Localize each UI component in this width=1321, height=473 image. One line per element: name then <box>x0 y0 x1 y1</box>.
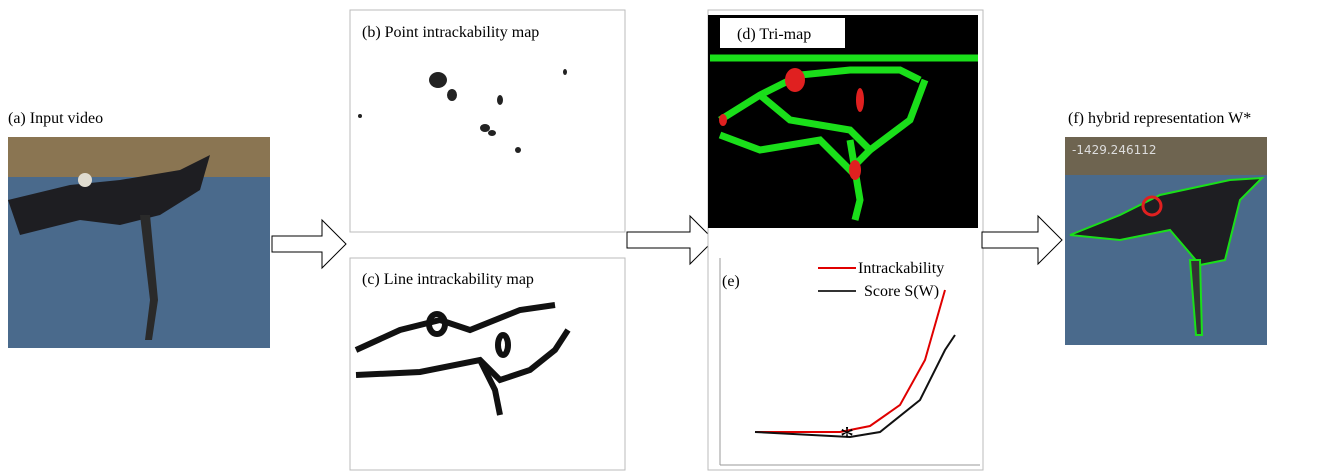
optimum-marker: * <box>840 422 854 453</box>
score-plot: * <box>719 258 980 466</box>
trimap-core <box>719 68 864 180</box>
label-box <box>720 18 845 48</box>
trimap-image <box>708 15 978 228</box>
overlay-text: -1429.246112 <box>1072 143 1157 157</box>
panel-label: (c) Line intrackability map <box>362 271 534 288</box>
arrow <box>981 214 1063 266</box>
legend-entry: Score S(W) <box>864 283 939 300</box>
panel-label: (e) <box>722 273 740 290</box>
arrow <box>271 218 347 270</box>
panel-frame <box>349 9 626 233</box>
panel-label: (f) hybrid representation W* <box>1068 110 1251 127</box>
arrow <box>626 214 715 266</box>
result-image <box>1065 137 1267 345</box>
panel-label: (d) Tri-map <box>737 26 811 43</box>
point-map <box>358 69 567 153</box>
input-image <box>8 137 270 348</box>
line-map <box>354 302 571 416</box>
panel-label: (a) Input video <box>8 110 103 127</box>
legend-entry: Intrackability <box>858 260 944 277</box>
panel-label: (b) Point intrackability map <box>362 24 539 41</box>
